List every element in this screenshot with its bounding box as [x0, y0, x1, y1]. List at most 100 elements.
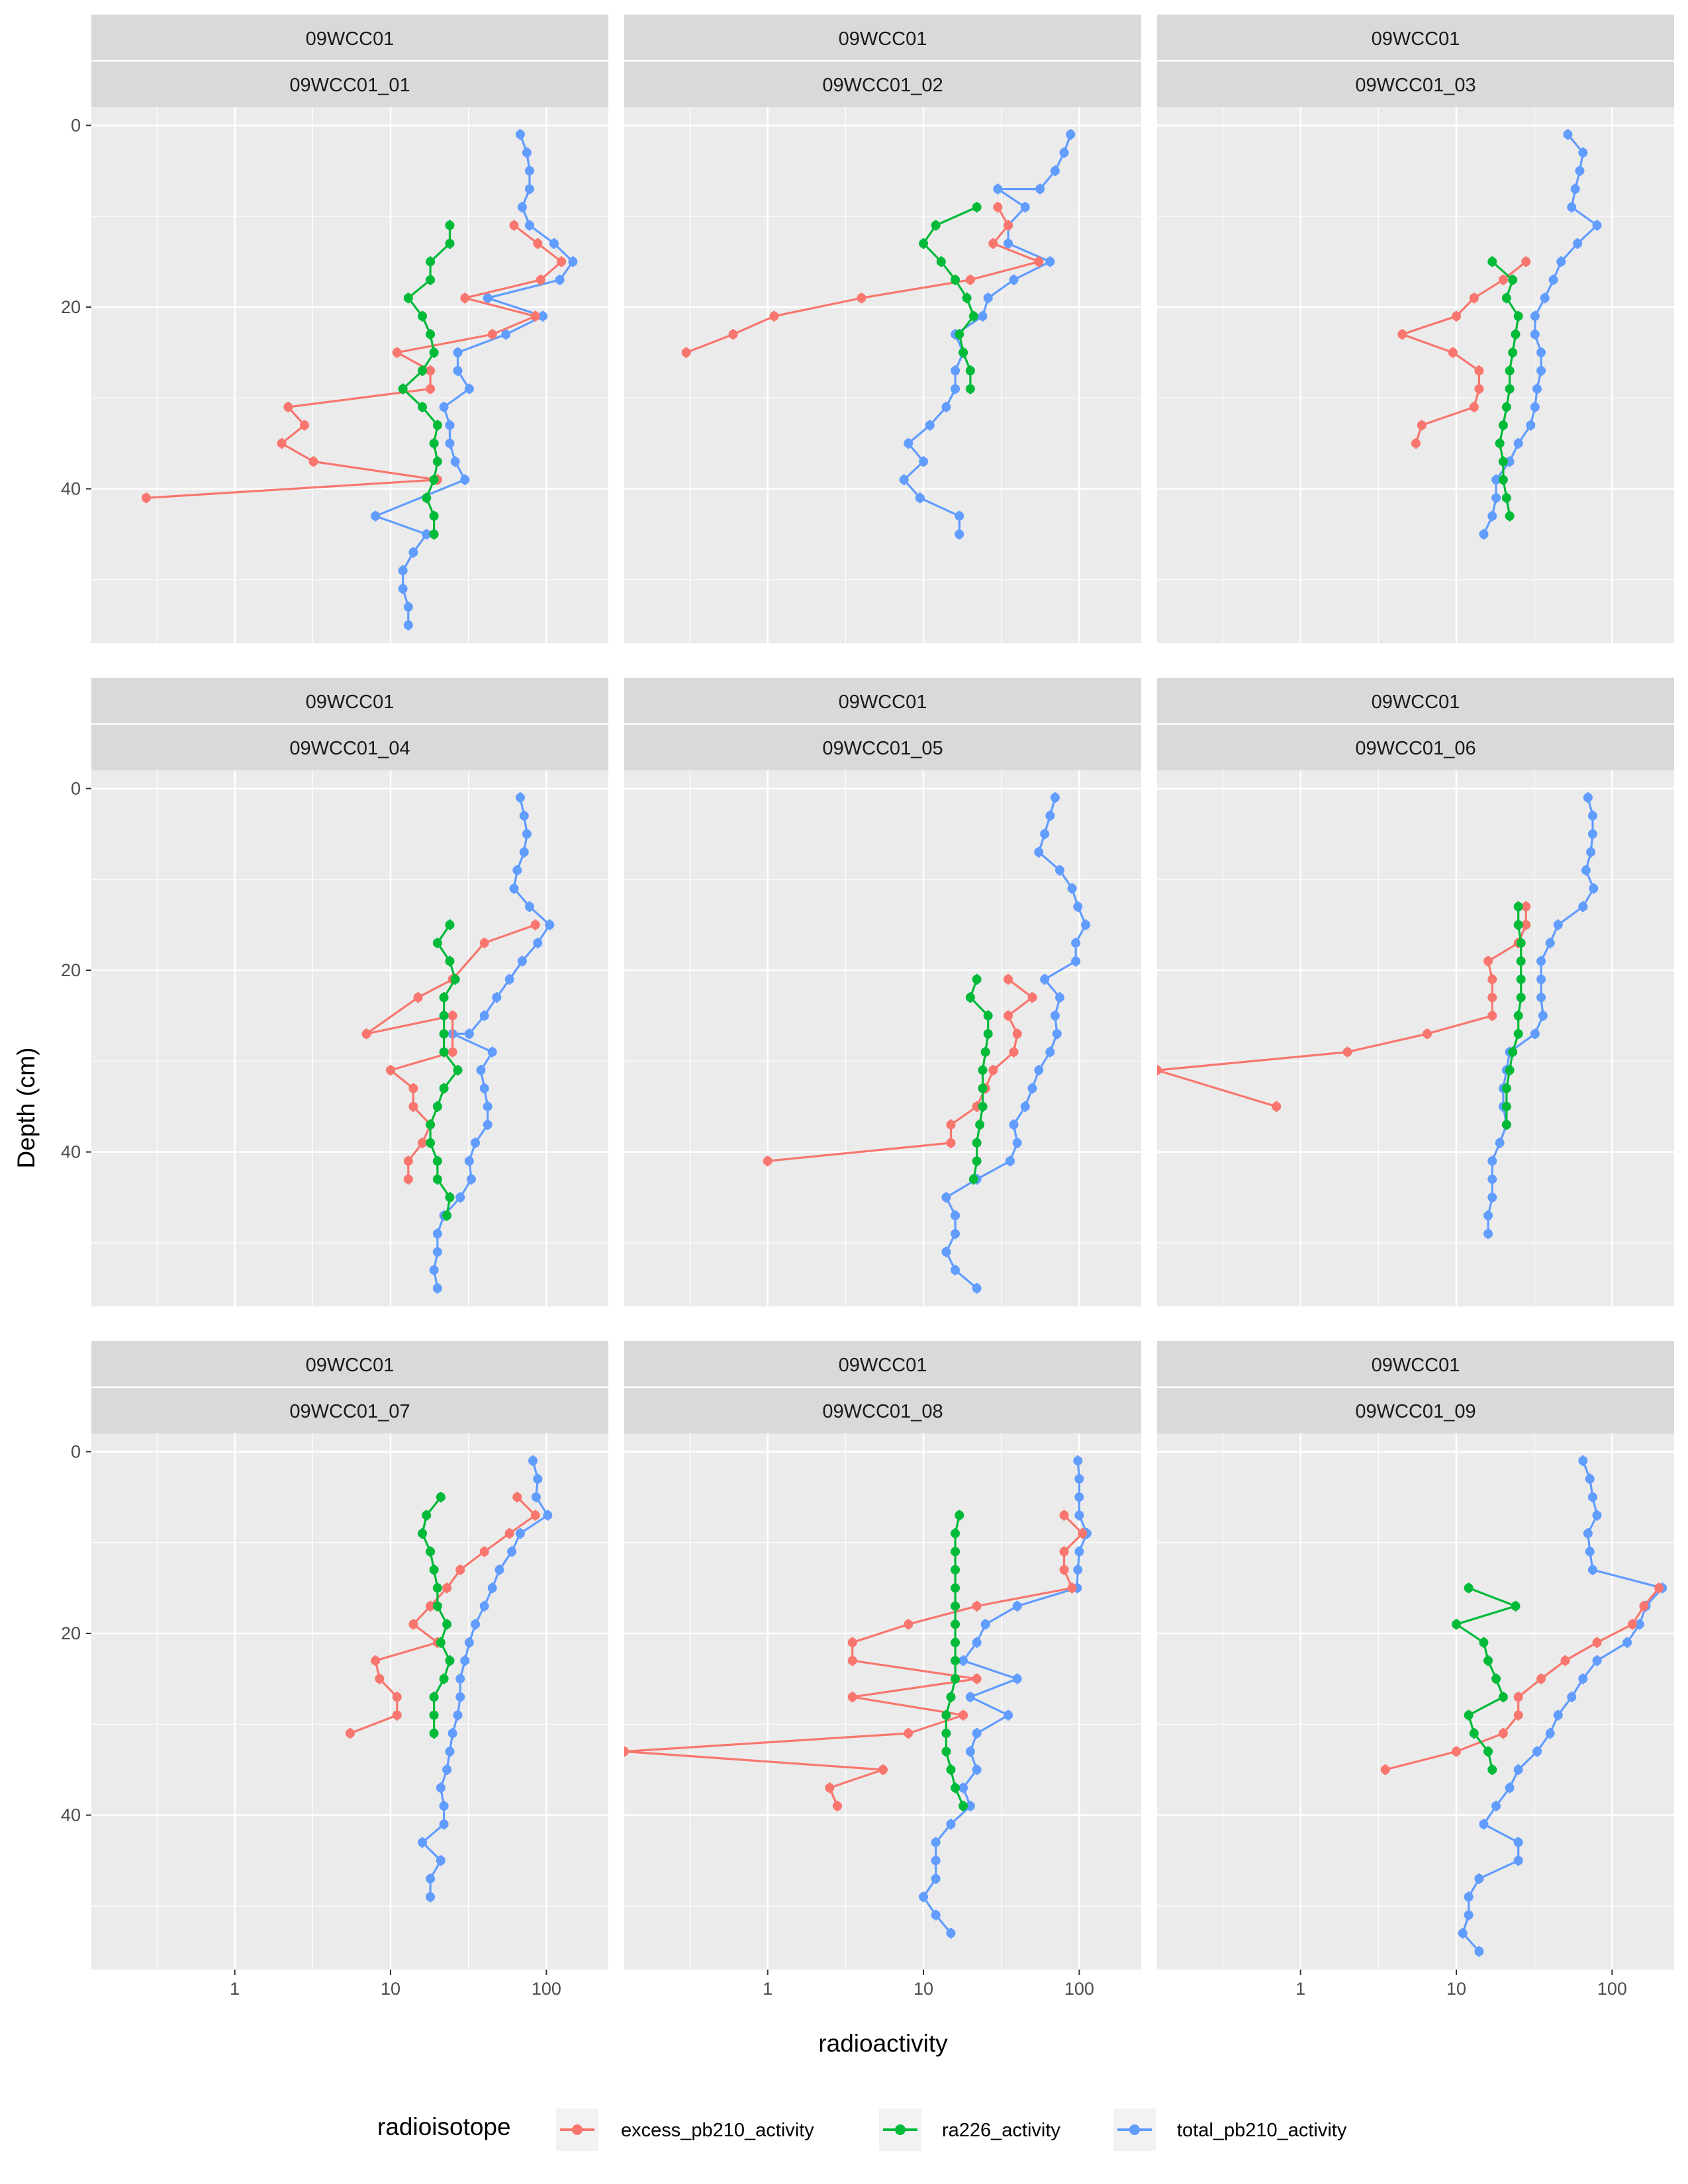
data-point-total_pb210_activity [1474, 1874, 1484, 1884]
data-point-ra226_activity [1505, 1066, 1515, 1075]
data-point-excess_pb210_activity [1521, 920, 1531, 930]
panels: 09WCC0109WCC01_010204009WCC0109WCC01_020… [61, 15, 1674, 1999]
data-point-excess_pb210_activity [392, 1692, 402, 1702]
data-point-ra226_activity [936, 257, 946, 267]
data-point-total_pb210_activity [1479, 1819, 1489, 1829]
data-point-total_pb210_activity [487, 1583, 497, 1593]
data-point-ra226_activity [439, 1674, 449, 1684]
data-point-ra226_activity [1513, 901, 1523, 911]
series-layer [1157, 792, 1599, 1240]
data-point-excess_pb210_activity [1422, 1029, 1432, 1039]
data-point-ra226_activity [439, 1083, 449, 1093]
data-point-ra226_activity [972, 974, 982, 984]
data-point-total_pb210_activity [965, 1801, 975, 1811]
data-point-total_pb210_activity [512, 866, 522, 876]
data-point-excess_pb210_activity [1483, 956, 1493, 966]
data-point-total_pb210_activity [1074, 1547, 1084, 1557]
data-point-ra226_activity [1469, 1729, 1479, 1739]
data-point-ra226_activity [442, 1619, 452, 1629]
data-point-ra226_activity [429, 1710, 439, 1720]
data-point-total_pb210_activity [1585, 1474, 1595, 1484]
data-point-total_pb210_activity [494, 1565, 504, 1574]
data-point-total_pb210_activity [1040, 974, 1050, 984]
series-layer [681, 129, 1076, 540]
data-point-ra226_activity [418, 366, 428, 376]
data-point-excess_pb210_activity [426, 384, 436, 394]
data-point-total_pb210_activity [445, 438, 455, 448]
data-point-total_pb210_activity [1592, 1510, 1602, 1520]
data-point-ra226_activity [1464, 1710, 1474, 1720]
series-layer [1380, 1455, 1667, 1957]
data-point-excess_pb210_activity [681, 347, 691, 357]
data-point-excess_pb210_activity [1474, 384, 1484, 394]
data-point-ra226_activity [975, 1120, 985, 1130]
data-point-excess_pb210_activity [1469, 402, 1479, 412]
data-point-ra226_activity [962, 293, 972, 303]
plot-background [624, 107, 1141, 643]
data-point-ra226_activity [978, 1083, 988, 1093]
data-point-excess_pb210_activity [1521, 257, 1531, 267]
data-point-total_pb210_activity [555, 275, 565, 285]
y-tick-label: 20 [61, 1623, 81, 1643]
data-point-total_pb210_activity [972, 1637, 982, 1647]
data-point-total_pb210_activity [946, 1819, 956, 1829]
data-point-excess_pb210_activity [418, 1138, 428, 1148]
data-point-total_pb210_activity [1045, 257, 1055, 267]
strip-label-top: 09WCC01 [1372, 28, 1460, 50]
data-point-total_pb210_activity [455, 1193, 465, 1203]
data-point-excess_pb210_activity [408, 1101, 418, 1111]
data-point-ra226_activity [429, 1565, 439, 1574]
data-point-ra226_activity [951, 1583, 961, 1593]
data-point-total_pb210_activity [460, 475, 470, 484]
data-point-excess_pb210_activity [403, 1156, 413, 1166]
data-point-ra226_activity [429, 529, 439, 539]
data-point-ra226_activity [1491, 1674, 1501, 1684]
data-point-total_pb210_activity [1071, 956, 1081, 966]
data-point-total_pb210_activity [450, 457, 460, 467]
data-point-excess_pb210_activity [1012, 1029, 1022, 1039]
data-point-total_pb210_activity [1020, 203, 1030, 212]
data-point-excess_pb210_activity [728, 330, 738, 340]
data-point-excess_pb210_activity [946, 1120, 956, 1130]
data-point-total_pb210_activity [941, 402, 951, 412]
data-point-excess_pb210_activity [557, 257, 567, 267]
data-point-total_pb210_activity [1553, 1710, 1563, 1720]
data-point-total_pb210_activity [483, 1120, 492, 1130]
data-point-total_pb210_activity [507, 1547, 517, 1557]
data-point-ra226_activity [432, 1583, 442, 1593]
data-point-excess_pb210_activity [1469, 293, 1479, 303]
data-point-ra226_activity [432, 1174, 442, 1184]
data-point-total_pb210_activity [1059, 148, 1069, 158]
data-point-total_pb210_activity [1050, 1011, 1060, 1021]
data-point-total_pb210_activity [1513, 1856, 1523, 1866]
data-point-total_pb210_activity [464, 384, 474, 394]
data-point-ra226_activity [951, 1674, 961, 1684]
data-point-excess_pb210_activity [1448, 347, 1458, 357]
legend-point-total [1129, 2124, 1140, 2135]
data-point-total_pb210_activity [1074, 1510, 1084, 1520]
data-point-ra226_activity [445, 220, 455, 230]
data-point-total_pb210_activity [1464, 1892, 1474, 1902]
data-point-ra226_activity [432, 457, 442, 467]
data-point-ra226_activity [1479, 1637, 1489, 1647]
data-point-total_pb210_activity [1530, 311, 1540, 321]
data-point-excess_pb210_activity [512, 1492, 522, 1502]
data-point-total_pb210_activity [1634, 1619, 1644, 1629]
data-point-ra226_activity [951, 1601, 961, 1611]
data-point-ra226_activity [941, 1710, 951, 1720]
strip-label-bottom: 09WCC01_02 [822, 75, 943, 96]
data-point-ra226_activity [946, 1692, 956, 1702]
facet-panel: 09WCC01 09WCC01_05 [624, 678, 1141, 1306]
data-point-total_pb210_activity [1073, 1456, 1083, 1466]
data-point-ra226_activity [968, 1174, 978, 1184]
data-point-ra226_activity [972, 1156, 982, 1166]
data-point-total_pb210_activity [418, 1837, 428, 1847]
data-point-total_pb210_activity [432, 1283, 442, 1293]
data-point-total_pb210_activity [951, 1229, 961, 1239]
data-point-total_pb210_activity [1491, 1801, 1501, 1811]
data-point-excess_pb210_activity [479, 1547, 489, 1557]
plot-background [1157, 107, 1674, 643]
data-point-total_pb210_activity [524, 220, 534, 230]
data-point-total_pb210_activity [432, 1229, 442, 1239]
x-tick-label: 10 [381, 1979, 400, 1999]
